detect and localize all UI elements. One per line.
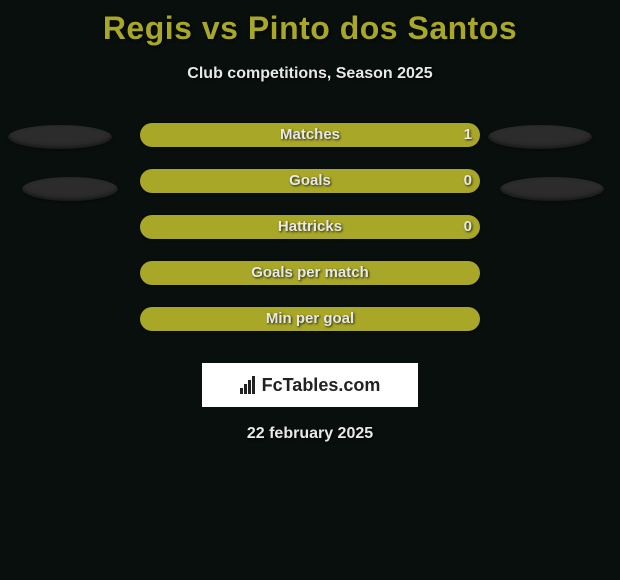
- stat-bar: [140, 215, 480, 239]
- decor-ellipse: [22, 177, 118, 201]
- stat-bar: [140, 123, 480, 147]
- stat-bar: [140, 307, 480, 331]
- decor-ellipse: [500, 177, 604, 201]
- stat-row: Hattricks0: [0, 215, 620, 261]
- stat-bar: [140, 169, 480, 193]
- date-line: 22 february 2025: [0, 425, 620, 443]
- logo-text: FcTables.com: [262, 375, 381, 396]
- bars-icon: [240, 376, 255, 394]
- page-title: Regis vs Pinto dos Santos: [0, 0, 620, 47]
- decor-ellipse: [8, 125, 112, 149]
- stat-bar: [140, 261, 480, 285]
- decor-ellipse: [488, 125, 592, 149]
- stat-rows: Matches1Goals0Hattricks0Goals per matchM…: [0, 123, 620, 353]
- stat-row: Min per goal: [0, 307, 620, 353]
- page-subtitle: Club competitions, Season 2025: [0, 65, 620, 83]
- logo: FcTables.com: [240, 375, 381, 396]
- logo-box: FcTables.com: [202, 363, 418, 407]
- stat-row: Goals per match: [0, 261, 620, 307]
